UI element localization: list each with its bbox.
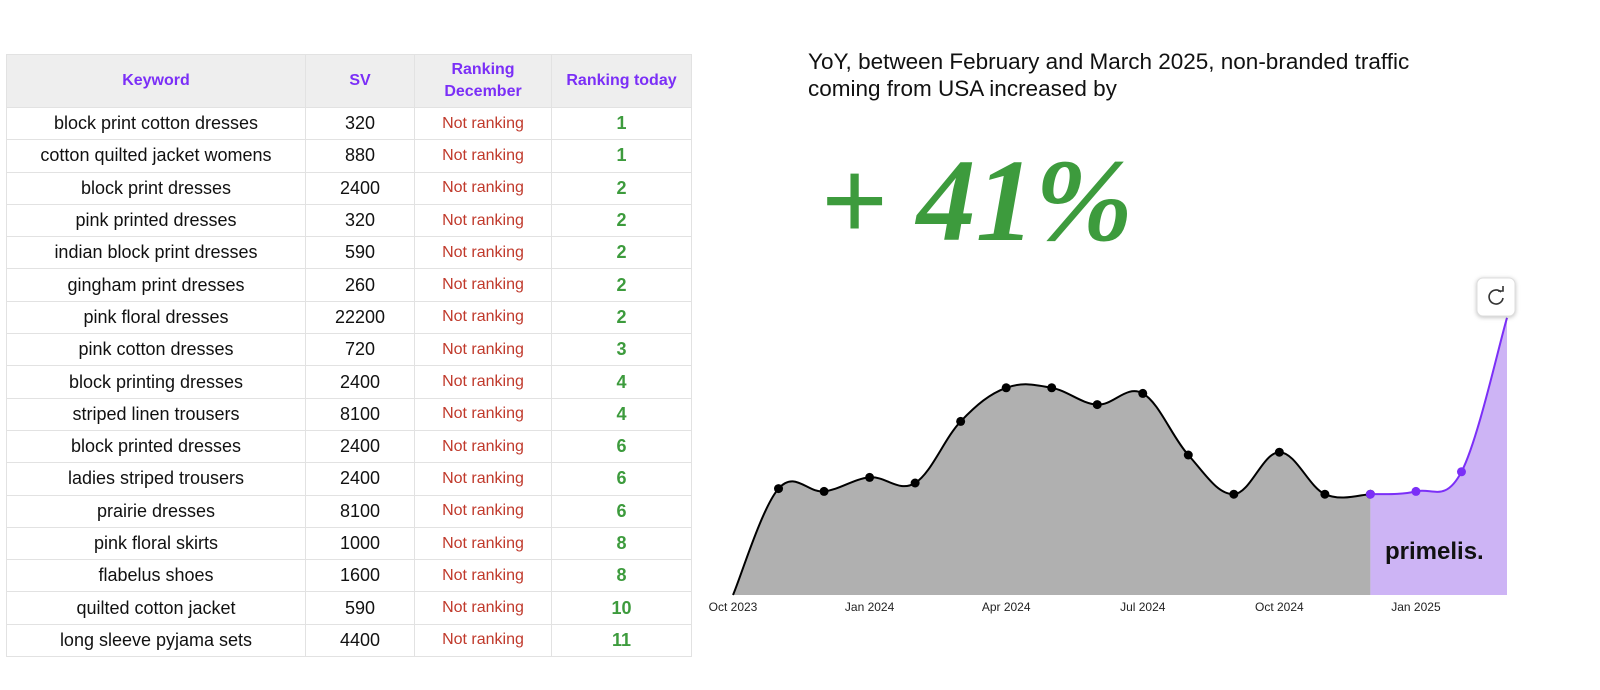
headline: YoY, between February and March 2025, no…: [808, 49, 1410, 101]
table-cell: Not ranking: [414, 397, 552, 431]
header-row: Keyword SV Ranking December Ranking today: [6, 54, 692, 108]
x-tick-label: Oct 2023: [709, 600, 758, 614]
refresh-icon[interactable]: [1488, 289, 1504, 305]
table-cell: Not ranking: [414, 429, 552, 464]
x-tick-label: Oct 2024: [1255, 600, 1304, 614]
table-cell: Not ranking: [414, 623, 552, 658]
table-row: long sleeve pyjama sets 4400 Not ranking 11: [6, 623, 692, 658]
table-cell: Not ranking: [414, 171, 552, 205]
table-row: quilted cotton jacket 590 Not ranking 10: [6, 591, 692, 625]
point: [1138, 388, 1148, 398]
table-cell: Not ranking: [414, 268, 552, 302]
table-cell: 22200: [305, 300, 415, 335]
table-cell: long sleeve pyjama sets: [6, 623, 306, 658]
table-cell: Not ranking: [414, 365, 552, 399]
column-header: Ranking today: [551, 54, 692, 108]
table-row: striped linen trousers 8100 Not ranking 4: [6, 397, 692, 431]
table-row: pink cotton dresses 720 Not ranking 3: [6, 333, 692, 367]
point: [1411, 486, 1421, 496]
point: [1229, 489, 1239, 499]
table-cell: Not ranking: [414, 559, 552, 593]
table-cell: 1: [551, 106, 692, 141]
x-tick-label: Jan 2025: [1391, 600, 1441, 614]
plot: Oct 2023 Jan 2024 Apr 2024 Jul 2024 Oct 2024…: [709, 317, 1508, 614]
table-cell: 4: [551, 365, 692, 399]
table-cell: Not ranking: [414, 462, 552, 496]
point: [956, 416, 966, 426]
table-cell: 8: [551, 559, 692, 593]
x-tick-label: Apr 2024: [982, 600, 1031, 614]
table-cell: block printed dresses: [6, 429, 306, 464]
table-cell: 11: [551, 623, 692, 658]
column-header: Keyword: [6, 54, 306, 108]
table-cell: quilted cotton jacket: [6, 591, 306, 625]
table-cell: gingham print dresses: [6, 268, 306, 302]
point: [1365, 489, 1375, 499]
point: [1183, 450, 1193, 460]
area: [1370, 317, 1507, 595]
table-cell: block print cotton dresses: [6, 106, 306, 141]
table-cell: Not ranking: [414, 526, 552, 561]
table-cell: 2: [551, 171, 692, 205]
table-cell: Not ranking: [414, 139, 552, 173]
table-cell: 320: [305, 106, 415, 141]
line: [1370, 317, 1508, 496]
table-cell: Not ranking: [414, 591, 552, 625]
table-row: pink floral dresses 22200 Not ranking 2: [6, 300, 692, 335]
point: [1456, 467, 1466, 477]
table-cell: 2400: [305, 171, 415, 205]
table-cell: 8100: [305, 397, 415, 431]
table-cell: 2: [551, 203, 692, 238]
table-cell: striped linen trousers: [6, 397, 306, 431]
table-cell: pink floral skirts: [6, 526, 306, 561]
big-number: + 41%: [820, 135, 1133, 266]
point: [774, 484, 784, 494]
point: [1274, 447, 1284, 457]
table-row: block printing dresses 2400 Not ranking 4: [6, 365, 692, 399]
point: [910, 478, 920, 488]
table-cell: 880: [305, 139, 415, 173]
table-row: gingham print dresses 260 Not ranking 2: [6, 268, 692, 302]
table-row: cotton quilted jacket womens 880 Not ranki…: [6, 139, 692, 173]
table-row: block printed dresses 2400 Not ranking 6: [6, 429, 692, 464]
point: [819, 486, 829, 496]
table-row: pink printed dresses 320 Not ranking 2: [6, 203, 692, 238]
point: [1092, 400, 1102, 410]
table-row: indian block print dresses 590 Not ranking…: [6, 236, 692, 270]
table-cell: 720: [305, 333, 415, 367]
table-cell: ladies striped trousers: [6, 462, 306, 496]
point: [1047, 383, 1057, 393]
table-cell: 4400: [305, 623, 415, 658]
table-cell: 590: [305, 236, 415, 270]
x-tick-label: Jul 2024: [1120, 600, 1166, 614]
table-cell: 590: [305, 591, 415, 625]
table-cell: 260: [305, 268, 415, 302]
refresh-box[interactable]: [1476, 277, 1516, 317]
table-cell: 1000: [305, 526, 415, 561]
table-cell: 3: [551, 333, 692, 367]
table-row: flabelus shoes 1600 Not ranking 8: [6, 559, 692, 593]
watermark: primelis.: [1385, 538, 1484, 565]
refresh-arrow[interactable]: [1498, 286, 1504, 292]
table-cell: 2400: [305, 429, 415, 464]
table-cell: 2400: [305, 462, 415, 496]
table-row: pink floral skirts 1000 Not ranking 8: [6, 526, 692, 561]
table-cell: Not ranking: [414, 203, 552, 238]
refresh-button[interactable]: [1476, 277, 1516, 317]
table-row: ladies striped trousers 2400 Not ranking 6: [6, 462, 692, 496]
table-cell: 6: [551, 429, 692, 464]
keyword-table: Keyword SV Ranking December Ranking today b…: [6, 54, 692, 658]
table-cell: 6: [551, 462, 692, 496]
x-tick-label: Jan 2024: [845, 600, 895, 614]
table-row: block print dresses 2400 Not ranking 2: [6, 171, 692, 205]
area: [733, 384, 1371, 595]
table-cell: Not ranking: [414, 333, 552, 367]
point: [865, 472, 875, 482]
point: [1001, 383, 1011, 393]
table-body: block print cotton dresses 320 Not ranking…: [6, 106, 692, 658]
table-cell: pink floral dresses: [6, 300, 306, 335]
point: [1320, 489, 1330, 499]
